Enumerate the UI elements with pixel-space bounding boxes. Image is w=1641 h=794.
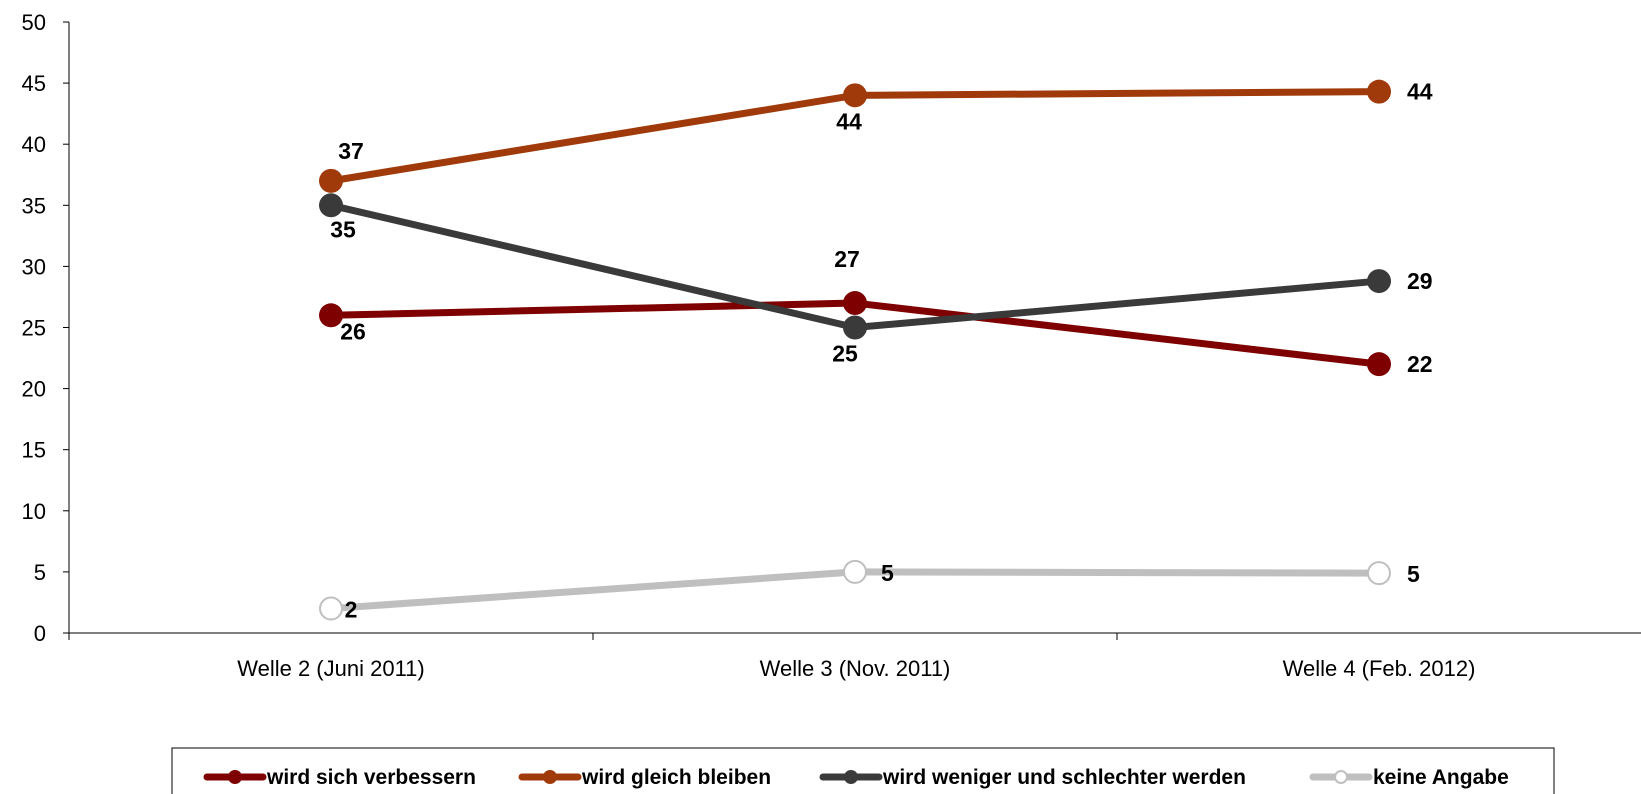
data-label: 44 — [1407, 79, 1433, 105]
data-label: 5 — [1407, 561, 1420, 587]
y-tick-label: 10 — [22, 499, 46, 524]
data-label: 5 — [881, 560, 894, 586]
legend-label: wird gleich bleiben — [581, 766, 771, 789]
data-label: 26 — [340, 318, 366, 344]
y-tick-label: 25 — [22, 316, 46, 341]
x-tick-label: Welle 4 (Feb. 2012) — [1283, 656, 1476, 681]
y-tick-label: 30 — [22, 254, 46, 279]
data-point — [843, 559, 867, 584]
data-point — [319, 193, 343, 218]
legend-item: keine Angabe — [1309, 766, 1509, 789]
legend-swatch-marker — [1334, 770, 1348, 784]
legend-label: wird weniger und schlechter werden — [882, 766, 1246, 789]
x-tick-label: Welle 3 (Nov. 2011) — [760, 656, 951, 681]
data-point — [843, 83, 867, 108]
data-label: 44 — [836, 108, 862, 134]
y-tick-label: 20 — [22, 377, 46, 402]
legend-item: wird gleich bleiben — [518, 766, 771, 789]
data-point — [319, 303, 343, 328]
y-tick-label: 5 — [34, 560, 46, 585]
data-label: 25 — [832, 341, 858, 367]
data-label: 35 — [330, 216, 356, 242]
data-point — [319, 168, 343, 193]
legend-box — [171, 747, 1555, 794]
y-tick-label: 45 — [22, 71, 46, 96]
data-point — [1367, 352, 1391, 377]
legend-item: wird weniger und schlechter werden — [819, 766, 1246, 789]
y-tick-label: 50 — [22, 10, 46, 35]
data-point — [1367, 79, 1391, 104]
data-point — [1367, 269, 1391, 294]
data-point — [843, 315, 867, 340]
data-point — [843, 291, 867, 316]
data-label: 37 — [338, 138, 364, 164]
legend-item: wird sich verbessern — [203, 766, 476, 789]
data-label: 2 — [345, 597, 358, 623]
data-label: 27 — [834, 246, 860, 272]
legend-swatch-marker — [228, 770, 242, 784]
y-tick-label: 0 — [34, 621, 46, 646]
y-tick-label: 15 — [22, 438, 46, 463]
data-point — [1367, 561, 1391, 586]
legend-label: keine Angabe — [1373, 766, 1509, 789]
data-label: 22 — [1407, 351, 1433, 377]
y-tick-label: 35 — [22, 193, 46, 218]
series-markers — [319, 79, 1391, 621]
legend: wird sich verbessern wird gleich bleiben w… — [171, 747, 1555, 794]
legend-swatch-marker — [543, 770, 557, 784]
y-tick-label: 40 — [22, 132, 46, 157]
legend-label: wird sich verbessern — [266, 766, 476, 789]
data-point — [319, 596, 343, 621]
legend-swatch-marker — [844, 770, 858, 784]
data-label: 29 — [1407, 268, 1433, 294]
x-tick-label: Welle 2 (Juni 2011) — [237, 656, 425, 681]
